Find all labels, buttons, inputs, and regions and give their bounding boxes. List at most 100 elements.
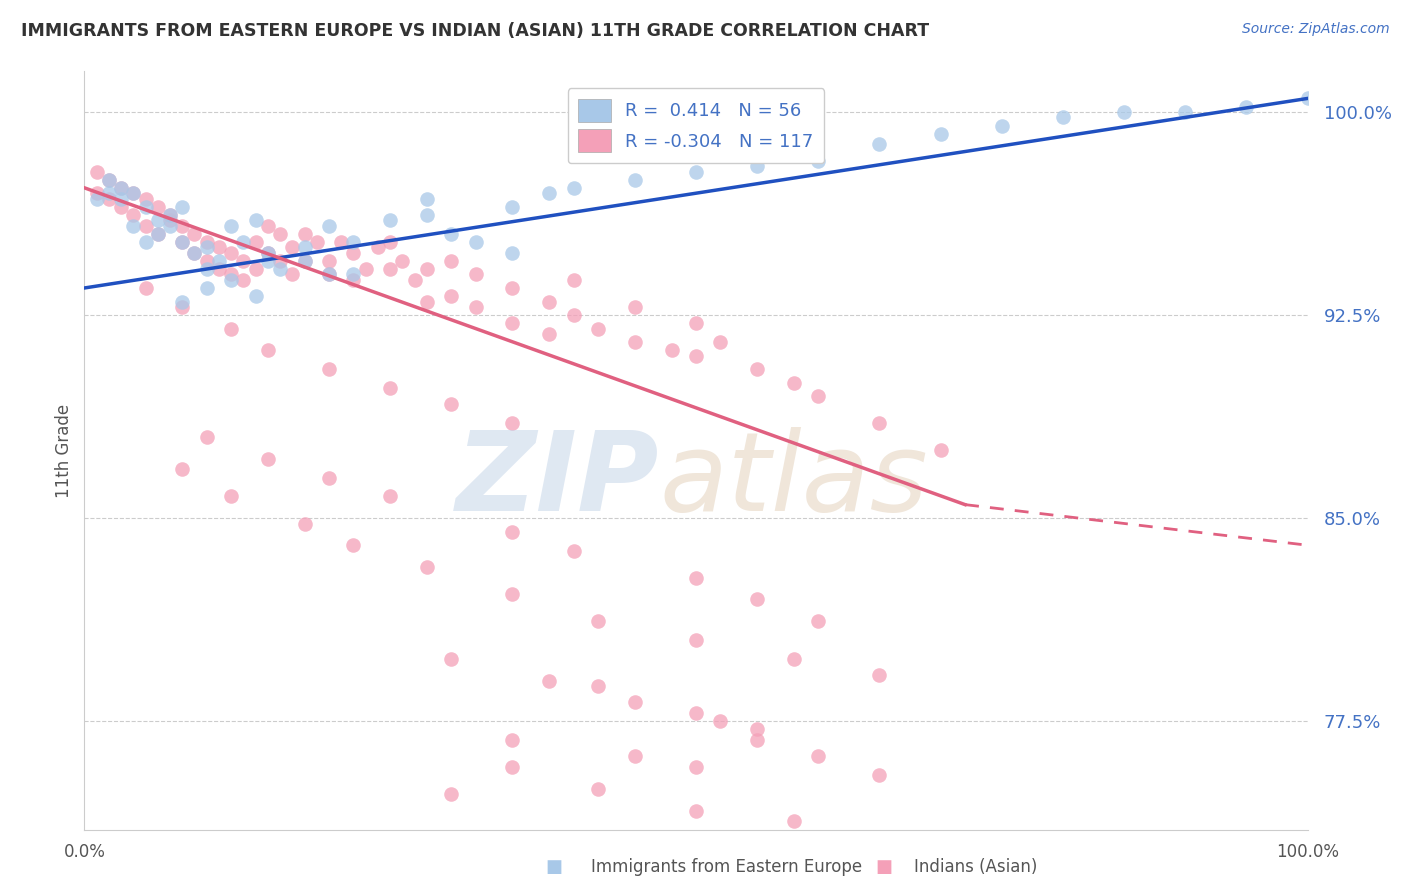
Point: [183, 245, 205, 260]
Point: [440, 652, 463, 666]
Point: [416, 294, 439, 309]
Point: [807, 749, 830, 764]
Point: [159, 208, 181, 222]
Point: [159, 219, 181, 233]
Point: [86, 164, 108, 178]
Point: [195, 262, 218, 277]
Point: [195, 240, 218, 254]
Point: [294, 516, 316, 531]
Point: [208, 253, 231, 268]
Point: [416, 560, 439, 574]
Point: [586, 614, 609, 628]
Point: [747, 733, 769, 747]
Point: [440, 289, 463, 303]
Point: [122, 219, 145, 233]
Point: [318, 219, 340, 233]
Point: [146, 213, 169, 227]
Point: [440, 788, 463, 802]
Point: [416, 192, 439, 206]
Point: [232, 253, 254, 268]
Point: [183, 227, 205, 241]
Point: [709, 335, 731, 350]
Point: [416, 208, 439, 222]
Point: [538, 186, 561, 201]
Point: [562, 181, 585, 195]
Point: [97, 172, 120, 186]
Point: [257, 245, 280, 260]
Point: [685, 349, 707, 363]
Point: [110, 181, 132, 195]
Text: IMMIGRANTS FROM EASTERN EUROPE VS INDIAN (ASIAN) 11TH GRADE CORRELATION CHART: IMMIGRANTS FROM EASTERN EUROPE VS INDIAN…: [21, 22, 929, 40]
Point: [195, 235, 218, 249]
Point: [685, 571, 707, 585]
Point: [991, 119, 1014, 133]
Point: [502, 417, 524, 431]
Point: [747, 159, 769, 173]
Point: [318, 253, 340, 268]
Point: [807, 153, 830, 168]
Point: [245, 235, 267, 249]
Point: [172, 300, 194, 314]
Text: ■: ■: [876, 858, 893, 876]
Point: [172, 235, 194, 249]
Point: [97, 192, 120, 206]
Point: [97, 172, 120, 186]
Point: [159, 213, 181, 227]
Point: [586, 781, 609, 796]
Point: [869, 137, 891, 152]
Point: [86, 186, 108, 201]
Text: ZIP: ZIP: [456, 427, 659, 534]
Point: [97, 186, 120, 201]
Point: [1052, 111, 1074, 125]
Point: [747, 362, 769, 376]
Point: [440, 227, 463, 241]
Legend: R =  0.414   N = 56, R = -0.304   N = 117: R = 0.414 N = 56, R = -0.304 N = 117: [568, 88, 824, 163]
Point: [747, 723, 769, 737]
Point: [440, 397, 463, 411]
Point: [195, 281, 218, 295]
Point: [367, 240, 389, 254]
Text: atlas: atlas: [659, 427, 928, 534]
Point: [245, 262, 267, 277]
Point: [464, 268, 486, 282]
Point: [685, 316, 707, 330]
Point: [245, 289, 267, 303]
Point: [219, 268, 242, 282]
Point: [685, 760, 707, 774]
Point: [110, 192, 132, 206]
Point: [502, 200, 524, 214]
Point: [318, 268, 340, 282]
Point: [257, 219, 280, 233]
Point: [502, 245, 524, 260]
Point: [281, 240, 304, 254]
Text: Source: ZipAtlas.com: Source: ZipAtlas.com: [1241, 22, 1389, 37]
Point: [380, 490, 402, 504]
Point: [318, 362, 340, 376]
Point: [502, 316, 524, 330]
Point: [464, 300, 486, 314]
Point: [135, 192, 157, 206]
Point: [624, 300, 647, 314]
Point: [538, 673, 561, 688]
Point: [562, 273, 585, 287]
Point: [807, 389, 830, 403]
Point: [281, 268, 304, 282]
Point: [502, 524, 524, 539]
Point: [586, 321, 609, 335]
Point: [624, 172, 647, 186]
Point: [146, 227, 169, 241]
Point: [86, 192, 108, 206]
Point: [380, 213, 402, 227]
Point: [562, 543, 585, 558]
Point: [1296, 91, 1319, 105]
Point: [172, 462, 194, 476]
Point: [122, 186, 145, 201]
Text: ■: ■: [546, 858, 562, 876]
Point: [440, 253, 463, 268]
Point: [183, 245, 205, 260]
Point: [380, 262, 402, 277]
Point: [208, 240, 231, 254]
Point: [257, 245, 280, 260]
Point: [232, 235, 254, 249]
Point: [624, 749, 647, 764]
